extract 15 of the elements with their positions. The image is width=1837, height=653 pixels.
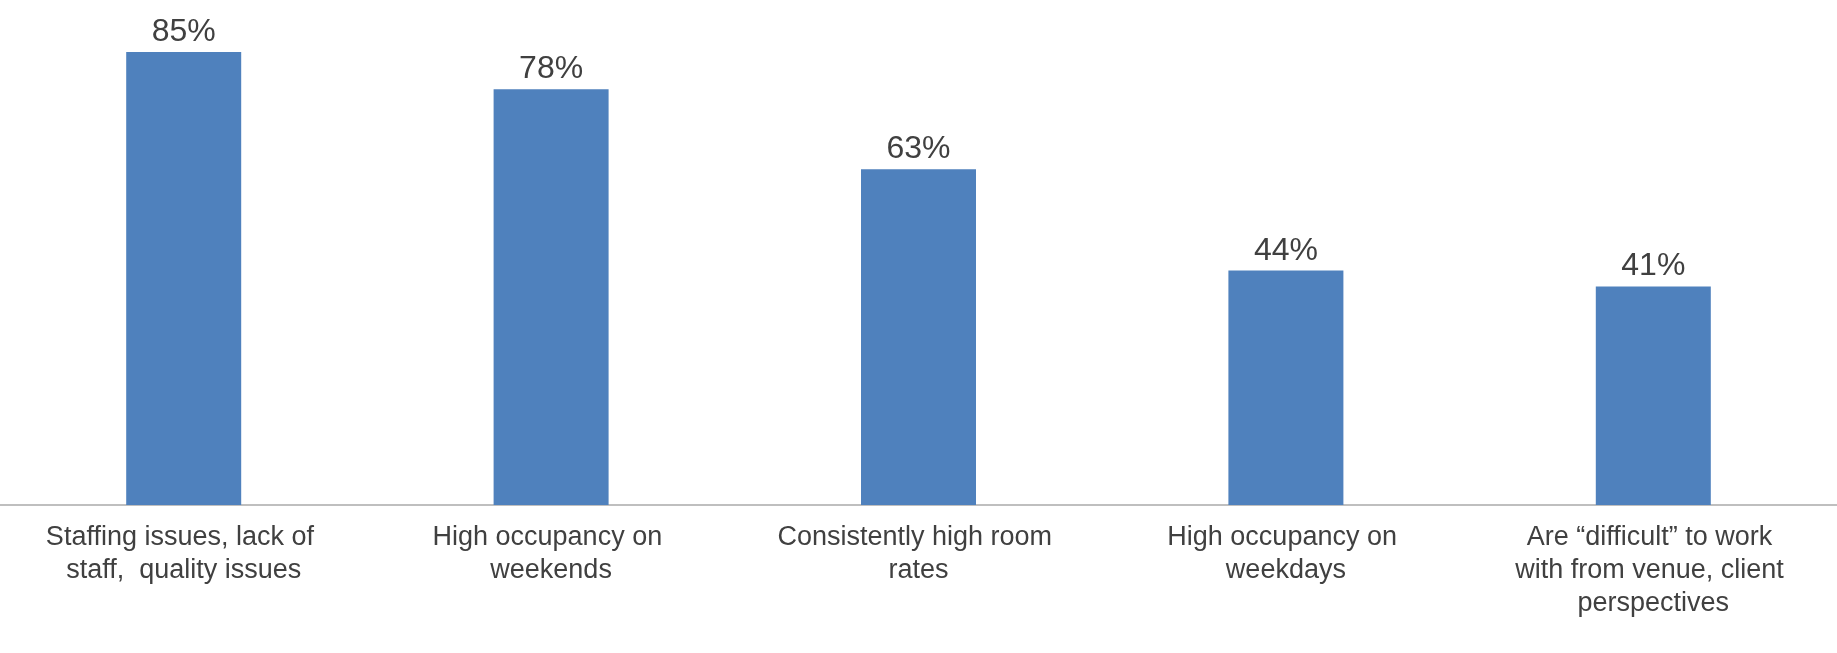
- x-tick-label: Consistently high room rates: [777, 520, 1060, 584]
- bar: [126, 52, 242, 505]
- data-label: 78%: [519, 49, 584, 86]
- x-tick-label: High occupancy on weekdays: [1167, 520, 1405, 584]
- x-tick-label: Staffing issues, lack of staff, quality issues: [45, 520, 322, 584]
- bar: [861, 169, 976, 505]
- data-label: 41%: [1621, 246, 1686, 283]
- x-tick-label: Are “difficult” to work with from venue, client perspectives: [1514, 520, 1792, 617]
- data-label: 85%: [151, 12, 216, 48]
- bar: [1228, 270, 1344, 505]
- data-label: 63%: [886, 129, 951, 166]
- bar: [493, 89, 609, 505]
- bar: [1595, 286, 1711, 505]
- data-label: 44%: [1253, 230, 1318, 267]
- x-tick-label: High occupancy on weekends: [432, 520, 670, 584]
